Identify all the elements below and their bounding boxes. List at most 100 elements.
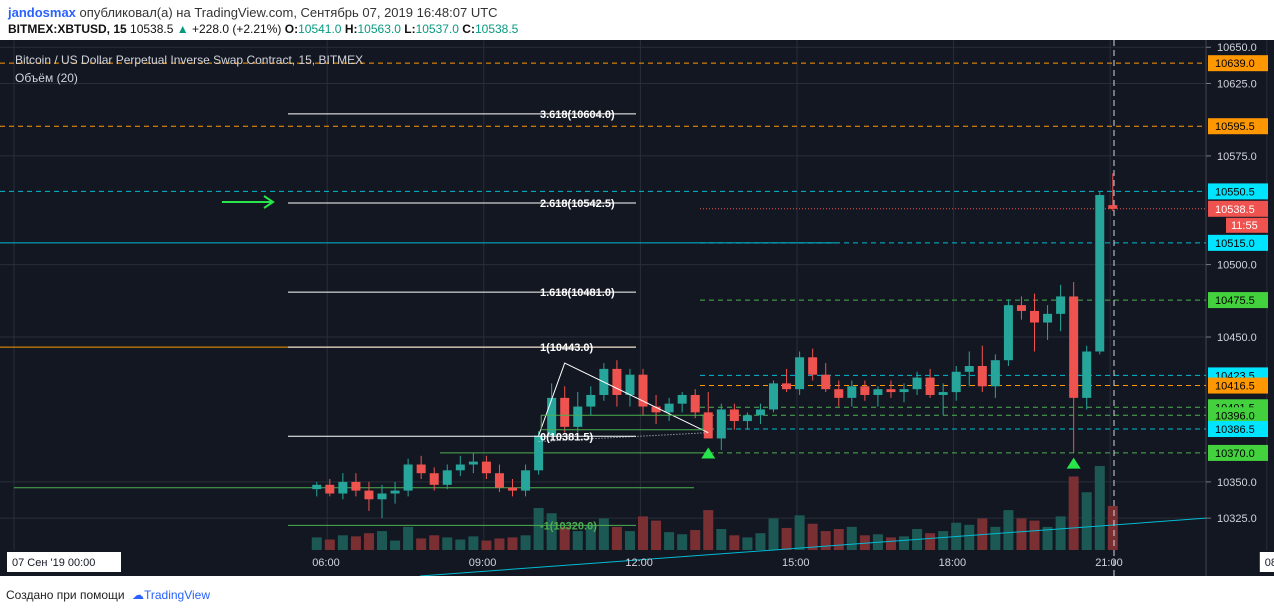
- volume-bar: [455, 539, 466, 550]
- candle-up: [1003, 305, 1013, 361]
- fib-level-label: 1(10443.0): [540, 342, 594, 354]
- candle-down: [1016, 305, 1026, 311]
- price-badge-label: 10386.5: [1215, 424, 1255, 436]
- arrow-head-icon: [263, 195, 275, 209]
- candle-up: [586, 394, 596, 407]
- fib-level-label: 0(10381.5): [540, 431, 594, 443]
- candle-up: [442, 470, 452, 485]
- open-value: 10541.0: [298, 22, 342, 36]
- volume-bar: [520, 535, 531, 550]
- volume-bar: [846, 526, 857, 550]
- volume-bar: [703, 510, 714, 550]
- candle-down: [351, 481, 361, 491]
- candle-up: [873, 389, 883, 395]
- volume-bar: [507, 537, 518, 550]
- volume-bar: [416, 538, 427, 550]
- candle-up: [951, 371, 961, 393]
- candle-down: [690, 394, 700, 413]
- price-badge-label: 10475.5: [1215, 295, 1255, 307]
- candle-up: [795, 357, 805, 390]
- fib-level-label: 2.618(10542.5): [540, 198, 615, 210]
- candle-up: [912, 377, 922, 390]
- date-tick-label: 07 Сен '19 00:00: [12, 557, 95, 569]
- pattern-baseline[interactable]: [538, 432, 709, 443]
- abc-pattern-line[interactable]: [538, 362, 709, 436]
- buy-marker-icon[interactable]: [1066, 457, 1081, 469]
- price-badge-cyan[interactable]: [1208, 421, 1268, 438]
- candle-up: [938, 392, 948, 395]
- candle-up: [1082, 351, 1092, 398]
- volume-bar: [964, 524, 975, 550]
- price-badge-last[interactable]: [1208, 200, 1268, 217]
- price-tick-label: 10625.0: [1217, 78, 1257, 90]
- volume-bar: [533, 508, 544, 550]
- price-tick-label: 10325.0: [1217, 513, 1257, 525]
- volume-bar: [1042, 526, 1053, 550]
- candle-up: [338, 481, 348, 494]
- chart-header: jandosmax опубликовал(а) на TradingView.…: [0, 0, 1274, 40]
- close-value: 10538.5: [474, 22, 519, 36]
- price-badge-green[interactable]: [1208, 407, 1268, 424]
- tradingview-brand[interactable]: TradingView: [143, 588, 211, 602]
- candle-up: [1043, 313, 1053, 323]
- candle-down: [808, 357, 818, 375]
- tradingview-logo-icon[interactable]: ☁: [131, 588, 144, 602]
- candle-up: [547, 397, 557, 436]
- candle-down: [651, 406, 661, 413]
- time-tick-label: 15:00: [782, 557, 810, 569]
- created-with-text: Создано при помощи: [6, 588, 125, 602]
- price-badge-orange[interactable]: [1208, 118, 1268, 135]
- price-badge-orange[interactable]: [1208, 377, 1268, 394]
- candle-up: [1056, 296, 1066, 314]
- volume-bar: [768, 518, 779, 550]
- volume-bar: [350, 536, 361, 550]
- candle-up: [625, 374, 635, 395]
- price-badge-green[interactable]: [1208, 444, 1268, 461]
- volume-bar: [585, 524, 596, 550]
- volume-bar: [899, 536, 910, 550]
- candle-up: [847, 386, 857, 398]
- price-badge-cyan[interactable]: [1208, 183, 1268, 200]
- time-tick-label: 21:00: [1095, 557, 1123, 569]
- price-badge-cyan[interactable]: [1208, 234, 1268, 251]
- volume-bar: [1029, 520, 1040, 550]
- volume-bar: [611, 526, 622, 550]
- candle-up: [664, 403, 674, 413]
- last-price: 10538.5: [130, 22, 174, 36]
- candle-down: [834, 389, 844, 398]
- high-label: H:: [344, 22, 358, 36]
- price-badge-orange[interactable]: [1208, 55, 1268, 72]
- price-badge-label: 10370.0: [1215, 448, 1255, 460]
- chart-area[interactable]: 3.618(10604.0) 2.618(10542.5) 1.618(10481.…: [0, 40, 1274, 577]
- low-value: 10537.0: [415, 22, 459, 36]
- volume-bar: [1094, 466, 1105, 550]
- instrument-title: Bitcoin / US Dollar Perpetual Inverse Sw…: [15, 53, 363, 67]
- countdown-badge: [1226, 217, 1268, 233]
- price-badge-label: 10538.5: [1215, 204, 1255, 216]
- candle-down: [494, 473, 504, 488]
- author-link[interactable]: jandosmax: [8, 5, 76, 20]
- price-badge-label: 10515.0: [1215, 238, 1255, 250]
- volume-bar: [1081, 492, 1092, 550]
- candle-down: [481, 461, 491, 474]
- candle-up: [742, 415, 752, 422]
- volume-bar: [337, 535, 348, 550]
- price-tick-label: 10350.0: [1217, 477, 1257, 489]
- candle-up: [899, 389, 909, 393]
- zone-box[interactable]: [540, 414, 704, 431]
- buy-marker-icon[interactable]: [701, 447, 716, 459]
- candle-up: [312, 484, 322, 490]
- volume-bar: [324, 539, 335, 550]
- candle-up: [769, 383, 779, 410]
- volume-bar: [820, 531, 831, 550]
- time-tick-label: 09:00: [469, 557, 497, 569]
- volume-bar: [494, 538, 505, 550]
- price-chart[interactable]: 3.618(10604.0) 2.618(10542.5) 1.618(10481.…: [0, 40, 1274, 577]
- candle-up: [716, 409, 726, 439]
- time-tick-label: 18:00: [939, 557, 967, 569]
- volume-bar: [781, 527, 792, 550]
- price-badge-green[interactable]: [1208, 292, 1268, 309]
- close-label: C:: [462, 22, 475, 36]
- credit-line: Создано при помощи ☁TradingView: [6, 588, 210, 602]
- volume-bar: [572, 531, 583, 550]
